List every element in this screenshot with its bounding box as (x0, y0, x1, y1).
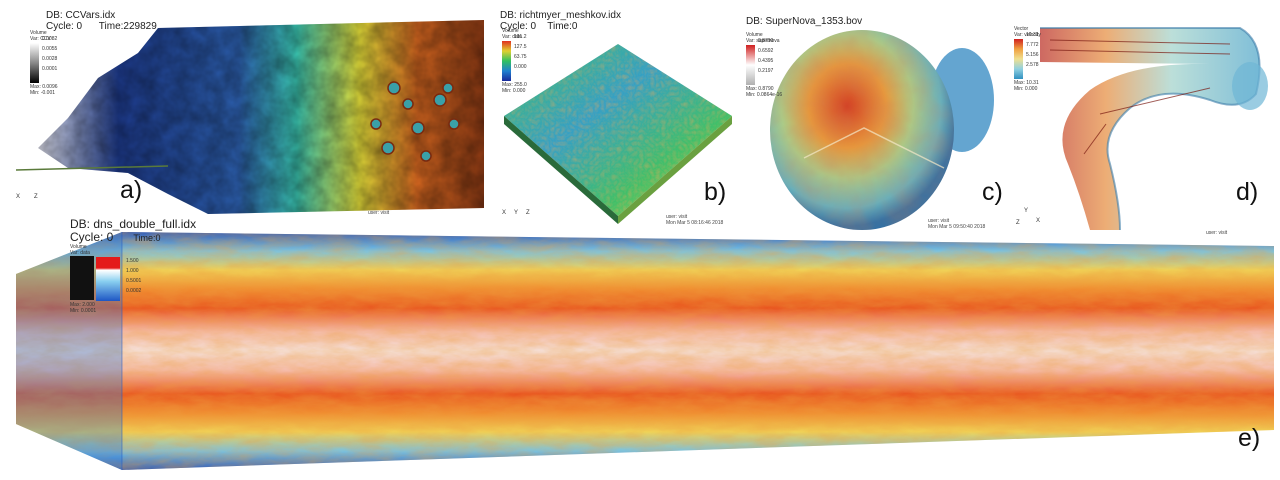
panel-a: DB: CCVars.idx Cycle: 0 Time:229829 Volu… (8, 8, 484, 216)
panel-d-visualization (1040, 27, 1268, 231)
db-name: DB: CCVars.idx (46, 10, 116, 21)
panel-e-visualization (16, 232, 1274, 470)
panel-d-axes: Y X Z (1016, 208, 1041, 226)
legend-ticks: 1.500 1.000 0.5001 0.0002 (126, 258, 142, 294)
db-name: DB: SuperNova_1353.bov (746, 16, 863, 27)
legend-var: Var: data (502, 34, 522, 40)
panel-e: DB: dns_double_full.idx Cycle: 0 Time:0 … (12, 216, 1276, 476)
panel-d: Vector Var: velocity 10.31 7.772 5.156 2… (1010, 4, 1276, 236)
panel-d-letter: d) (1236, 178, 1259, 206)
panel-c-stamp: user: visit Mon Mar 5 09:50:40 2018 (928, 218, 986, 230)
legend-title: Volume (30, 30, 47, 36)
legend-max: Max: 2.000 (70, 302, 95, 308)
panel-a-stamp: user: visit (368, 210, 390, 216)
legend-max: Max: 10.31 (1014, 80, 1039, 86)
legend-max: Max: 0.0096 (30, 84, 58, 90)
legend-colorbar (96, 257, 120, 301)
legend-var: Var: velocity (1014, 32, 1041, 38)
legend-ticks: 0.8790 0.6592 0.4395 0.2197 (758, 38, 774, 74)
legend-min: Min: 0.0864e-16 (746, 92, 783, 98)
legend-max: Max: 0.8790 (746, 86, 774, 92)
legend-min: Min: 0.000 (1014, 86, 1038, 92)
panel-e-letter: e) (1238, 424, 1261, 452)
legend-title: Vector (1014, 26, 1029, 32)
panel-b-axes: X Y Z (502, 210, 530, 216)
panel-a-visualization (15, 20, 484, 214)
legend-colorbar (30, 43, 39, 83)
legend-colorbar (1014, 39, 1023, 79)
panel-b: DB: richtmyer_meshkov.idx Cycle: 0 Time:… (500, 8, 734, 230)
legend-var: Var: data (70, 250, 90, 256)
cycle-time: Cycle: 0 Time:0 (70, 230, 161, 244)
panel-a-letter: a) (120, 176, 143, 204)
legend-histogram (70, 256, 94, 300)
panel-d-legend: Vector Var: velocity 10.31 7.772 5.156 2… (1014, 26, 1041, 92)
panel-b-header: DB: richtmyer_meshkov.idx Cycle: 0 Time:… (500, 10, 621, 32)
legend-min: Min: 0.000 (502, 88, 526, 94)
panel-d-stamp: user: visit (1206, 230, 1228, 236)
legend-min: Min: -0.001 (30, 90, 56, 96)
legend-ticks: 10.31 7.772 5.156 2.578 (1026, 32, 1039, 68)
panel-e-header: DB: dns_double_full.idx Cycle: 0 Time:0 (70, 218, 196, 245)
panel-e-legend: Volume Var: data 1.500 1.000 0.5001 0.00… (70, 244, 141, 314)
legend-colorbar (502, 41, 511, 81)
panel-a-hotspots (370, 81, 460, 162)
panel-a-legend: Volume Var: CCV 0.0082 0.0055 0.0028 0.0… (30, 30, 58, 96)
panel-b-legend: Volume Var: data 191.2 127.5 63.75 0.000… (502, 28, 527, 94)
cycle-time: Cycle: 0 Time:229829 (46, 21, 157, 32)
panel-a-header: DB: CCVars.idx Cycle: 0 Time:229829 (46, 10, 157, 32)
legend-max: Max: 255.0 (502, 82, 527, 88)
legend-ticks: 191.2 127.5 63.75 0.000 (514, 34, 527, 70)
legend-var: Var: CCV (30, 36, 51, 42)
db-name: DB: dns_double_full.idx (70, 217, 197, 231)
panel-b-visualization (504, 44, 732, 224)
panel-c: DB: SuperNova_1353.bov Volume Var: super… (744, 8, 1014, 234)
legend-graphics (70, 256, 120, 302)
panel-b-stamp: user: visit Mon Mar 5 08:16:46 2018 (666, 214, 724, 226)
legend-title: Volume (70, 244, 87, 250)
legend-var: Var: supernova (746, 38, 780, 44)
legend-title: Volume (502, 28, 519, 34)
legend-ticks: 0.0082 0.0055 0.0028 0.0001 (42, 36, 58, 72)
legend-min: Min: 0.0001 (70, 308, 97, 314)
legend-colorbar (746, 45, 755, 85)
panel-c-visualization (770, 30, 994, 230)
panel-c-legend: Volume Var: supernova 0.8790 0.6592 0.43… (746, 32, 782, 98)
cycle-time: Cycle: 0 Time:0 (500, 21, 578, 32)
legend-title: Volume (746, 32, 763, 38)
panel-b-letter: b) (704, 178, 727, 206)
db-name: DB: richtmyer_meshkov.idx (500, 10, 621, 21)
panel-c-letter: c) (982, 178, 1003, 206)
panel-c-header: DB: SuperNova_1353.bov (746, 16, 862, 27)
panel-a-axes: X Z (16, 194, 38, 200)
